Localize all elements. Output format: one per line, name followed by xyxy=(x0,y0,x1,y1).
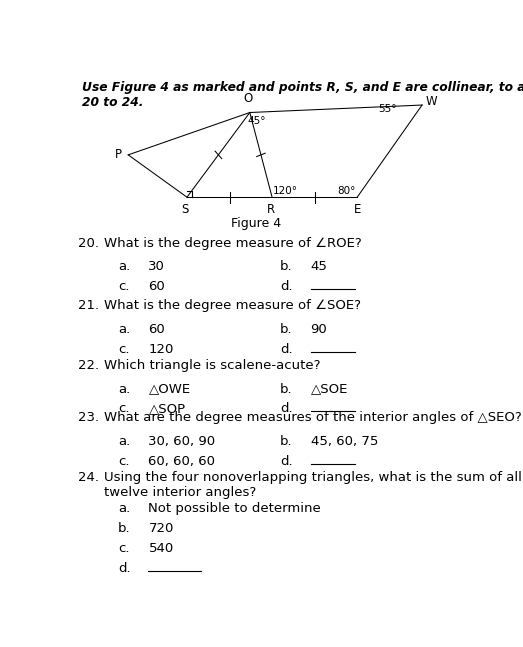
Text: What is the degree measure of ∠SOE?: What is the degree measure of ∠SOE? xyxy=(104,300,361,313)
Text: 120°: 120° xyxy=(272,186,298,196)
Text: d.: d. xyxy=(280,343,293,356)
Text: 30, 60, 90: 30, 60, 90 xyxy=(149,435,215,448)
Text: b.: b. xyxy=(280,435,293,448)
Text: b.: b. xyxy=(280,323,293,336)
Text: 120: 120 xyxy=(149,343,174,356)
Text: d.: d. xyxy=(280,280,293,293)
Text: 23.: 23. xyxy=(77,411,99,424)
Text: a.: a. xyxy=(118,502,130,515)
Text: c.: c. xyxy=(118,343,130,356)
Text: 24.: 24. xyxy=(77,471,98,484)
Text: 540: 540 xyxy=(149,542,174,555)
Text: a.: a. xyxy=(118,382,130,395)
Text: d.: d. xyxy=(280,455,293,468)
Text: c.: c. xyxy=(118,542,130,555)
Text: △OWE: △OWE xyxy=(149,382,190,395)
Text: 60: 60 xyxy=(149,323,165,336)
Text: 80°: 80° xyxy=(337,186,356,196)
Text: 22.: 22. xyxy=(77,359,99,372)
Text: a.: a. xyxy=(118,323,130,336)
Text: P: P xyxy=(115,148,122,161)
Text: 20.: 20. xyxy=(77,237,98,250)
Text: 21.: 21. xyxy=(77,300,99,313)
Text: 45°: 45° xyxy=(247,116,266,126)
Text: d.: d. xyxy=(280,402,293,415)
Text: Use Figure 4 as marked and points R, S, and E are collinear, to answer items
20 : Use Figure 4 as marked and points R, S, … xyxy=(82,81,523,109)
Text: 60, 60, 60: 60, 60, 60 xyxy=(149,455,215,468)
Text: What is the degree measure of ∠ROE?: What is the degree measure of ∠ROE? xyxy=(104,237,361,250)
Text: What are the degree measures of the interior angles of △SEO?: What are the degree measures of the inte… xyxy=(104,411,521,424)
Text: Figure 4: Figure 4 xyxy=(231,217,281,230)
Text: 60: 60 xyxy=(149,280,165,293)
Text: b.: b. xyxy=(280,382,293,395)
Text: R: R xyxy=(267,203,275,216)
Text: △SOP: △SOP xyxy=(149,402,186,415)
Text: d.: d. xyxy=(118,562,131,575)
Text: S: S xyxy=(181,203,189,216)
Text: 30: 30 xyxy=(149,261,165,274)
Text: O: O xyxy=(243,91,253,105)
Text: 55°: 55° xyxy=(378,104,397,113)
Text: △SOE: △SOE xyxy=(311,382,348,395)
Text: 45, 60, 75: 45, 60, 75 xyxy=(311,435,378,448)
Text: b.: b. xyxy=(280,261,293,274)
Text: 720: 720 xyxy=(149,522,174,535)
Text: a.: a. xyxy=(118,435,130,448)
Text: a.: a. xyxy=(118,261,130,274)
Text: b.: b. xyxy=(118,522,131,535)
Text: Not possible to determine: Not possible to determine xyxy=(149,502,321,515)
Text: 45: 45 xyxy=(311,261,327,274)
Text: Using the four nonoverlapping triangles, what is the sum of all its
twelve inter: Using the four nonoverlapping triangles,… xyxy=(104,471,523,499)
Text: c.: c. xyxy=(118,455,130,468)
Text: E: E xyxy=(354,203,362,216)
Text: W: W xyxy=(425,94,437,107)
Text: c.: c. xyxy=(118,402,130,415)
Text: Which triangle is scalene-acute?: Which triangle is scalene-acute? xyxy=(104,359,321,372)
Text: c.: c. xyxy=(118,280,130,293)
Text: 90: 90 xyxy=(311,323,327,336)
